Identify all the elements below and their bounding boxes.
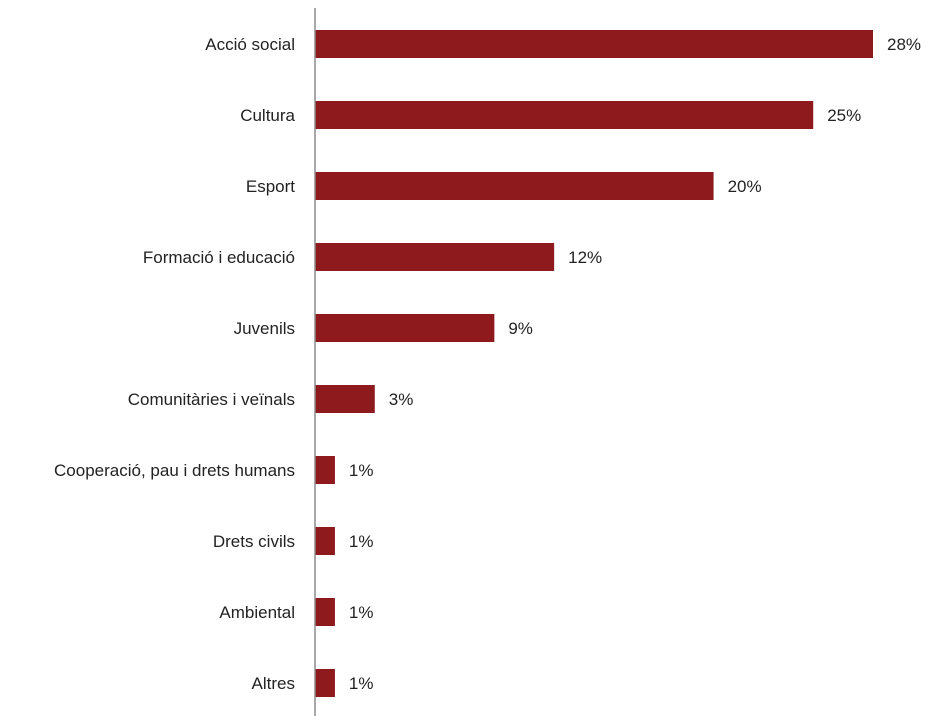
category-label-2: Esport <box>246 177 295 196</box>
value-labels-group: 28% 25% 20% 12% 9% 3% 1% 1% 1% 1% <box>349 35 921 693</box>
value-label-0: 28% <box>887 35 921 54</box>
bar-9 <box>315 669 335 697</box>
bar-0 <box>315 30 873 58</box>
bar-3 <box>315 243 555 271</box>
value-label-3: 12% <box>568 248 602 267</box>
category-label-0: Acció social <box>205 35 295 54</box>
category-labels-group: Acció social Cultura Esport Formació i educ… <box>54 35 296 693</box>
value-label-6: 1% <box>349 461 374 480</box>
value-label-4: 9% <box>508 319 533 338</box>
bar-4 <box>315 314 495 342</box>
bar-1 <box>315 101 814 129</box>
value-label-7: 1% <box>349 532 374 551</box>
value-label-5: 3% <box>389 390 414 409</box>
category-label-5: Comunitàries i veïnals <box>128 390 295 409</box>
value-label-1: 25% <box>827 106 861 125</box>
bar-2 <box>315 172 714 200</box>
bars-group <box>315 30 873 697</box>
category-label-4: Juvenils <box>234 319 295 338</box>
category-label-7: Drets civils <box>213 532 295 551</box>
category-label-9: Altres <box>252 674 295 693</box>
bar-6 <box>315 456 335 484</box>
category-label-6: Cooperació, pau i drets humans <box>54 461 295 480</box>
bar-5 <box>315 385 375 413</box>
value-label-9: 1% <box>349 674 374 693</box>
category-label-3: Formació i educació <box>143 248 295 267</box>
category-label-1: Cultura <box>240 106 295 125</box>
bar-8 <box>315 598 335 626</box>
value-label-8: 1% <box>349 603 374 622</box>
value-label-2: 20% <box>728 177 762 196</box>
category-label-8: Ambiental <box>219 603 295 622</box>
bar-7 <box>315 527 335 555</box>
